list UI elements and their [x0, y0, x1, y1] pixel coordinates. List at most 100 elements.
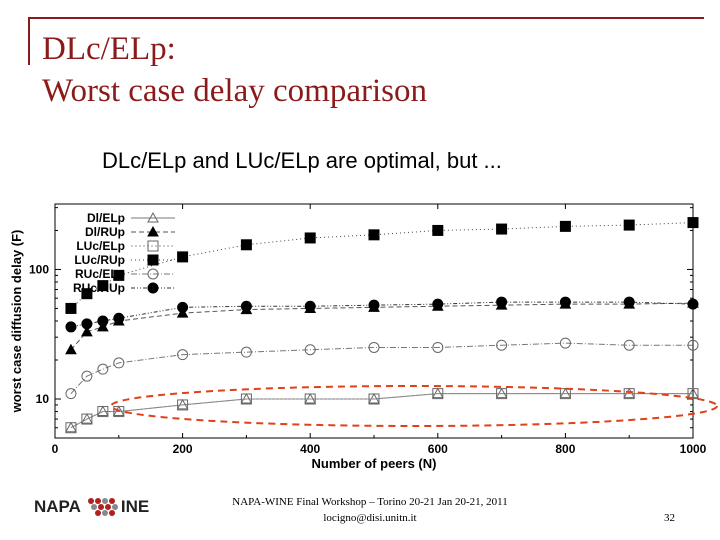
grapes-icon	[87, 498, 118, 516]
data-point	[559, 388, 571, 400]
data-point	[176, 398, 189, 410]
data-point	[97, 405, 109, 417]
title-frame-left	[28, 17, 30, 65]
legend-marker	[147, 254, 159, 266]
data-point	[496, 388, 508, 400]
data-point	[432, 298, 444, 310]
series-line	[70, 342, 693, 394]
data-point	[687, 388, 699, 400]
data-point	[432, 388, 444, 400]
data-point	[113, 312, 125, 324]
y-axis-label: worst case diffusion delay (F)	[9, 230, 24, 414]
legend-label: LUc/RUp	[74, 253, 125, 267]
data-point	[368, 341, 380, 353]
page-number: 32	[664, 512, 675, 524]
logo-text-right: INE	[120, 497, 150, 516]
data-point	[113, 357, 125, 369]
data-point	[687, 217, 699, 229]
x-axis-label: Number of peers (N)	[312, 456, 437, 471]
data-point	[559, 337, 571, 349]
data-point	[304, 393, 316, 405]
legend-marker	[147, 268, 159, 280]
data-point	[65, 343, 77, 355]
data-point	[431, 387, 444, 399]
data-point	[240, 392, 253, 404]
data-point	[240, 300, 252, 312]
legend-label: Dl/ELp	[87, 211, 125, 225]
data-point	[304, 300, 316, 312]
delay-chart: 0 200 400 600 800 1000 10 100 Number of peers (N…	[9, 203, 718, 471]
slide-footer: NAPA-WINE Final Workshop – Torino 20-21 …	[190, 494, 550, 526]
slide-title-line1: DLc/ELp:	[42, 31, 176, 67]
data-point	[97, 315, 109, 327]
series-luc-rup	[65, 217, 699, 314]
series-line	[70, 393, 693, 429]
data-point	[113, 406, 125, 418]
data-point	[496, 339, 508, 351]
data-point	[81, 325, 93, 337]
series-line	[70, 302, 694, 351]
series-dl-rup	[65, 297, 699, 355]
legend-marker	[147, 240, 159, 252]
napa-wine-logo: NAPA INE	[34, 496, 152, 518]
logo-text-left: NAPA	[34, 497, 81, 516]
x-tick-label: 1000	[680, 442, 707, 456]
legend-marker	[147, 225, 159, 237]
data-point	[559, 220, 571, 232]
data-point	[177, 349, 189, 361]
data-point	[432, 224, 444, 236]
footer-event: NAPA-WINE Final Workshop – Torino 20-21 …	[232, 496, 508, 508]
x-tick-label: 200	[173, 442, 193, 456]
data-point	[304, 344, 316, 356]
data-point	[623, 339, 635, 351]
data-point	[81, 370, 93, 382]
data-point	[81, 413, 93, 425]
legend-marker	[147, 211, 159, 223]
slide-subtitle: DLc/ELp and LUc/ELp are optimal, but ...	[102, 148, 502, 173]
legend-label: RUc/RUp	[73, 281, 125, 295]
data-point	[368, 299, 380, 311]
data-point	[177, 399, 189, 411]
highlight-ellipse	[110, 385, 718, 427]
data-point	[368, 229, 380, 241]
data-point	[112, 405, 125, 417]
x-tick-label: 0	[52, 442, 59, 456]
series-ruc-elp	[65, 337, 699, 400]
series-line	[70, 301, 694, 328]
legend-label: LUc/ELp	[76, 239, 125, 253]
data-point	[81, 288, 93, 300]
data-point	[432, 341, 444, 353]
data-point	[623, 296, 635, 308]
x-tick-label: 400	[300, 442, 320, 456]
x-tick-label: 600	[428, 442, 448, 456]
data-point	[81, 318, 93, 330]
legend-label: RUc/ELp	[75, 267, 125, 281]
data-point	[368, 393, 380, 405]
data-point	[81, 413, 93, 424]
slide-title: DLc/ELp: Worst case delay comparison	[42, 28, 427, 112]
data-point	[687, 298, 699, 310]
y-tick-label: 10	[36, 392, 50, 406]
data-point	[623, 219, 635, 231]
data-point	[240, 346, 252, 358]
data-point	[240, 239, 252, 251]
data-point	[65, 321, 77, 333]
data-point	[177, 251, 189, 263]
data-point	[65, 421, 77, 433]
data-point	[65, 388, 77, 400]
data-point	[97, 406, 109, 418]
data-point	[113, 269, 125, 281]
footer-email: locigno@disi.unitn.it	[323, 512, 417, 524]
data-point	[65, 302, 77, 314]
slide-title-line2: Worst case delay comparison	[42, 73, 427, 109]
data-point	[559, 296, 571, 308]
data-point	[496, 223, 508, 235]
data-point	[623, 388, 635, 400]
data-point	[304, 232, 316, 244]
series-luc-elp	[65, 388, 699, 434]
data-point	[177, 301, 189, 313]
legend-label: Dl/RUp	[85, 225, 125, 239]
data-point	[496, 296, 508, 308]
x-tick-label: 800	[555, 442, 575, 456]
